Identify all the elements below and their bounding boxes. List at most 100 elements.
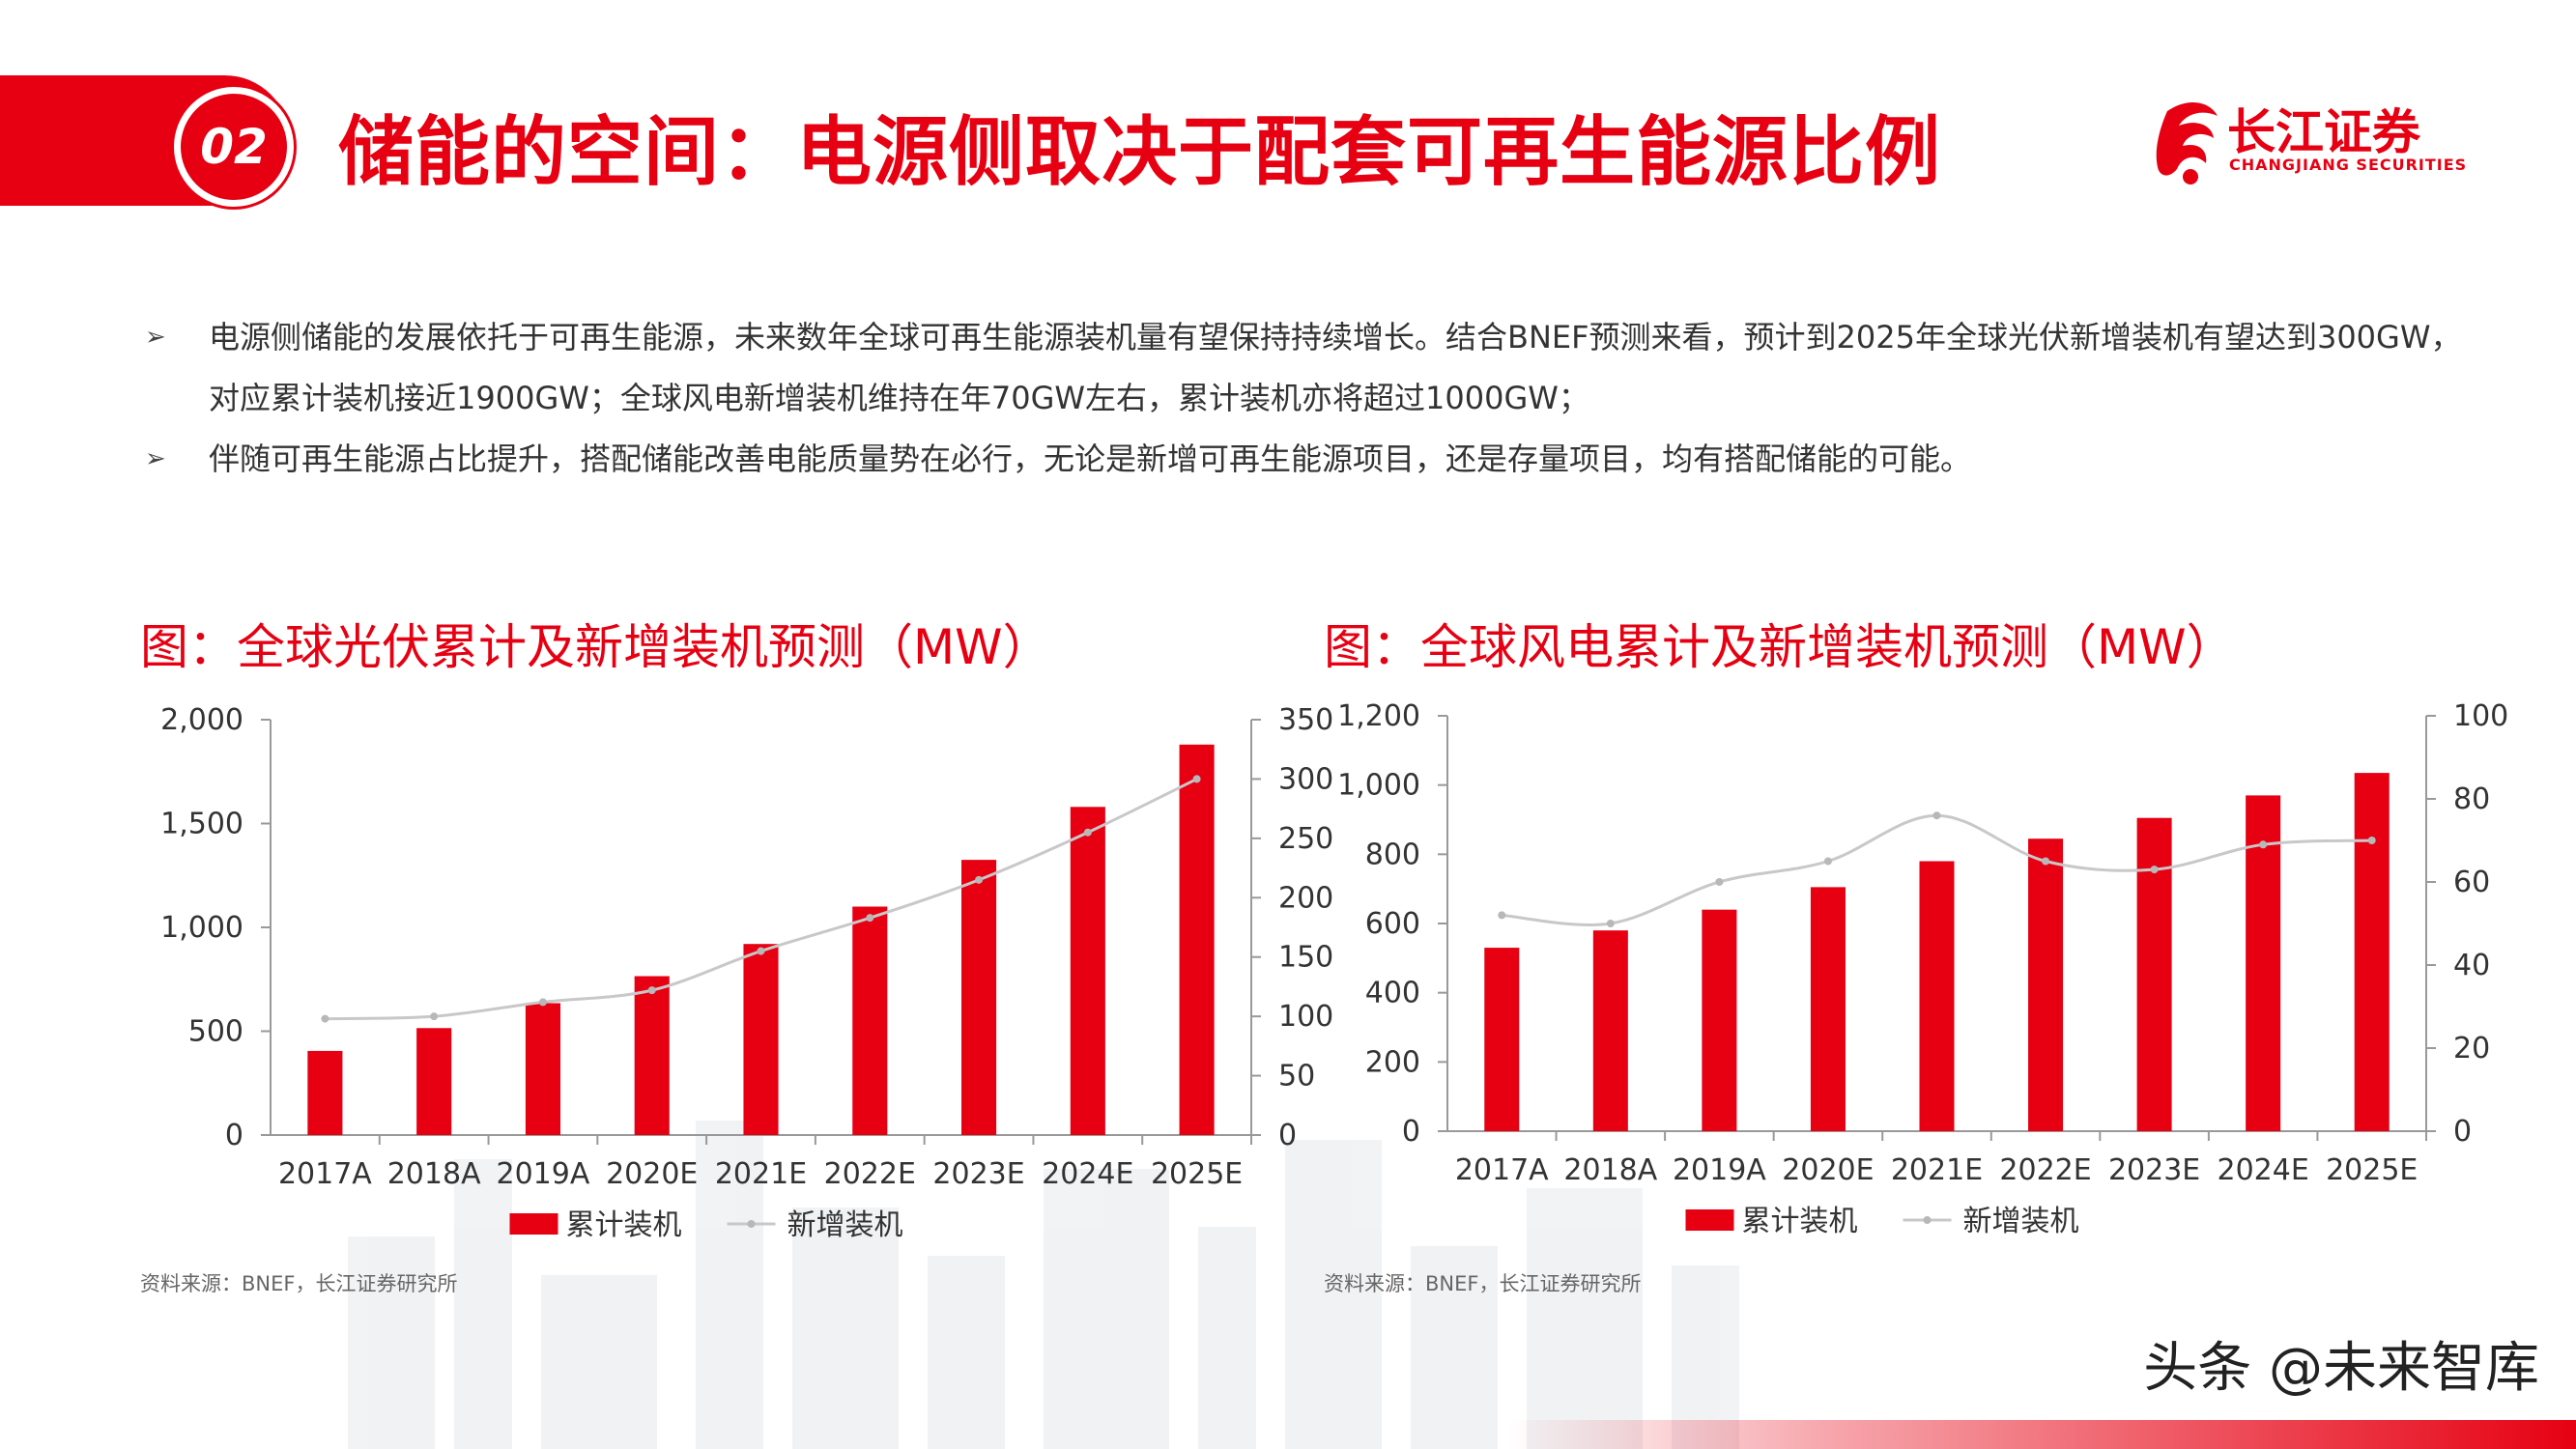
bar-2021E <box>1919 861 1955 1131</box>
solar-capacity-chart: 0 500 1,000 1,500 2,000 0 50 100 150 200 250 300 350… <box>160 703 1333 1242</box>
line-point-2024E <box>2259 840 2268 849</box>
left-tick-label: 500 <box>188 1015 243 1049</box>
line-point-2018A <box>430 1012 439 1021</box>
legend-bar-swatch <box>509 1213 558 1235</box>
x-tick-label: 2023E <box>2108 1153 2200 1187</box>
x-tick-label: 2021E <box>1891 1153 1983 1187</box>
chart-source-wind: 资料来源：BNEF，长江证券研究所 <box>1324 1272 1642 1295</box>
line-point-2019A <box>1715 878 1724 886</box>
right-tick-label: 0 <box>1278 1119 1297 1152</box>
line-point-2020E <box>647 986 656 995</box>
arrow-bullet-icon: ➢ <box>145 444 166 473</box>
line-point-2024E <box>1083 828 1092 837</box>
right-tick-label: 200 <box>1278 881 1333 915</box>
x-tick-label: 2025E <box>2326 1153 2418 1187</box>
right-tick-label: 350 <box>1278 703 1333 737</box>
line-point-2022E <box>866 914 874 923</box>
legend-bar-swatch <box>1685 1209 1734 1231</box>
wind-capacity-chart: 0 200 400 600 800 1,000 1,200 0 20 40 60 80 100 2017A… <box>1337 699 2508 1238</box>
bar-2022E <box>852 906 888 1135</box>
bullet-text: 电源侧储能的发展依托于可再生能源，未来数年全球可再生能源装机量有望保持持续增长。… <box>209 319 2462 416</box>
bullet-item: ➢ 伴随可再生能源占比提升，搭配储能改善电能质量势在必行，无论是新增可再生能源项… <box>145 429 2464 490</box>
x-tick-label: 2019A <box>497 1157 590 1191</box>
left-tick-label: 0 <box>1402 1115 1420 1149</box>
left-tick-label: 800 <box>1365 838 1420 871</box>
x-tick-label: 2017A <box>1455 1153 1549 1187</box>
x-tick-label: 2023E <box>932 1157 1024 1191</box>
line-point-2023E <box>975 875 984 884</box>
bar-2019A <box>525 1003 560 1135</box>
x-tick-label: 2019A <box>1673 1153 1766 1187</box>
bar-2019A <box>1702 909 1737 1131</box>
legend-label-cumulative: 累计装机 <box>1742 1205 1858 1238</box>
x-tick-label: 2020E <box>1782 1153 1874 1187</box>
left-tick-label: 200 <box>1365 1045 1420 1079</box>
right-tick-label: 60 <box>2453 866 2490 899</box>
chart-title-solar: 图：全球光伏累计及新增装机预测（MW） <box>140 619 1051 675</box>
line-point-2021E <box>1932 811 1941 820</box>
legend-line-marker <box>747 1220 756 1228</box>
left-tick-label: 1,000 <box>1337 769 1420 803</box>
x-tick-label: 2022E <box>1999 1153 2091 1187</box>
line-point-2023E <box>2150 866 2159 874</box>
right-tick-label: 250 <box>1278 822 1333 856</box>
bar-2020E <box>634 976 670 1135</box>
right-tick-label: 0 <box>2453 1115 2472 1149</box>
bar-2020E <box>1810 887 1846 1131</box>
line-point-2017A <box>321 1014 329 1023</box>
bullet-item: ➢ 电源侧储能的发展依托于可再生能源，未来数年全球可再生能源装机量有望保持持续增… <box>145 307 2464 429</box>
line-point-2018A <box>1606 920 1615 927</box>
line-point-2025E <box>1192 775 1201 783</box>
right-tick-label: 80 <box>2453 782 2490 816</box>
arrow-bullet-icon: ➢ <box>145 323 166 352</box>
bar-2017A <box>307 1050 343 1135</box>
chart-title-wind: 图：全球风电累计及新增装机预测（MW） <box>1324 619 2235 675</box>
bar-2025E <box>1179 744 1215 1135</box>
bottom-accent-bar <box>1507 1420 2576 1449</box>
x-tick-label: 2024E <box>1042 1157 1133 1191</box>
section-badge: 02 <box>174 87 294 207</box>
left-tick-label: 2,000 <box>160 703 243 737</box>
bar-2024E <box>2246 795 2281 1131</box>
left-tick-label: 400 <box>1365 977 1420 1010</box>
legend-line-marker <box>1923 1216 1932 1224</box>
left-tick-label: 600 <box>1365 907 1420 941</box>
bar-2023E <box>961 860 997 1135</box>
right-tick-label: 300 <box>1278 762 1333 796</box>
x-tick-label: 2018A <box>1563 1153 1657 1187</box>
right-tick-label: 50 <box>1278 1060 1315 1094</box>
line-point-2020E <box>1823 857 1832 866</box>
left-tick-label: 1,200 <box>1337 699 1420 733</box>
bar-2022E <box>2028 838 2064 1131</box>
line-point-2022E <box>2042 857 2050 866</box>
x-tick-label: 2018A <box>387 1157 481 1191</box>
bullet-list: ➢ 电源侧储能的发展依托于可再生能源，未来数年全球可再生能源装机量有望保持持续增… <box>145 307 2464 490</box>
legend-label-new: 新增装机 <box>787 1208 903 1242</box>
background-skyline <box>0 1101 2576 1449</box>
logo-emblem-icon <box>2156 101 2218 185</box>
x-tick-label: 2024E <box>2218 1153 2309 1187</box>
right-tick-label: 100 <box>2453 699 2508 733</box>
legend-label-new: 新增装机 <box>1963 1205 2079 1238</box>
bullet-text: 伴随可再生能源占比提升，搭配储能改善电能质量势在必行，无论是新增可再生能源项目，… <box>209 440 1972 477</box>
left-tick-label: 1,500 <box>160 808 243 841</box>
chart-source-solar: 资料来源：BNEF，长江证券研究所 <box>140 1272 458 1295</box>
watermark: 头条 @未来智库 <box>2143 1337 2539 1400</box>
bar-2025E <box>2354 773 2390 1131</box>
bar-2018A <box>416 1028 452 1135</box>
right-tick-label: 40 <box>2453 949 2490 982</box>
bar-2024E <box>1070 807 1105 1135</box>
bar-2023E <box>2136 817 2172 1131</box>
bar-2021E <box>743 944 779 1135</box>
x-tick-label: 2017A <box>278 1157 372 1191</box>
bar-2017A <box>1484 948 1520 1131</box>
x-tick-label: 2022E <box>824 1157 916 1191</box>
left-tick-label: 1,000 <box>160 911 243 945</box>
bar-2018A <box>1592 930 1628 1131</box>
line-point-2017A <box>1498 911 1506 920</box>
right-tick-label: 100 <box>1278 1000 1333 1034</box>
company-logo: 长江证券 CHANGJIANG SECURITIES <box>2150 92 2469 188</box>
x-tick-label: 2020E <box>606 1157 698 1191</box>
right-tick-label: 20 <box>2453 1032 2490 1065</box>
x-tick-label: 2025E <box>1151 1157 1243 1191</box>
